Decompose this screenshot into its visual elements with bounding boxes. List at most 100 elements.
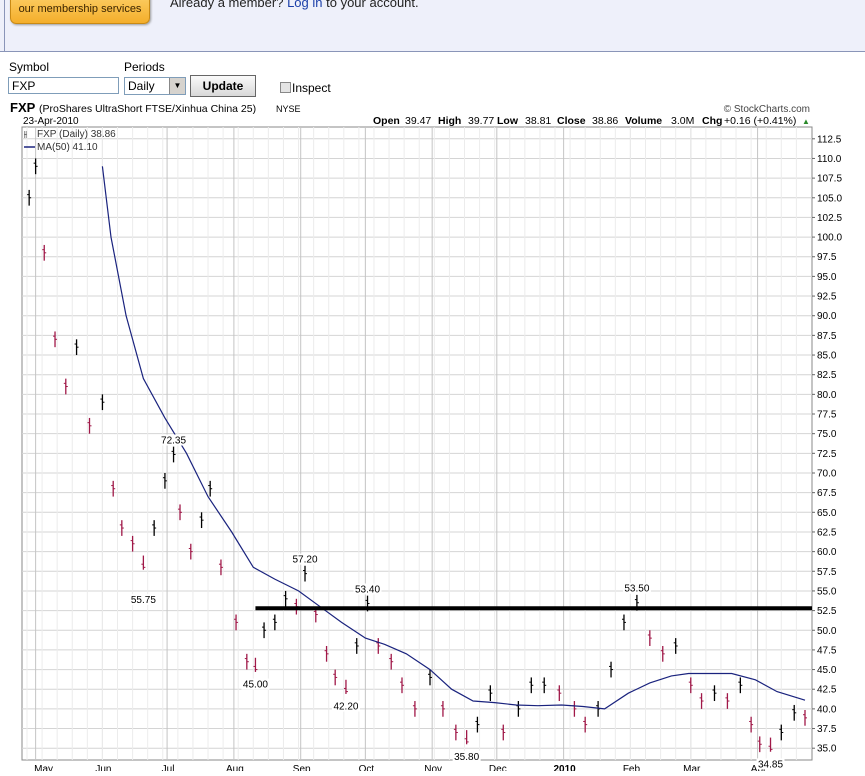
open-label: Open (373, 115, 400, 127)
annotation-bg (129, 594, 158, 606)
price-annotation: 57.20 (292, 555, 317, 566)
price-annotation: 45.00 (243, 680, 268, 691)
y-tick-label: 107.5 (817, 174, 842, 185)
x-tick-label: Mar (683, 764, 701, 771)
y-tick-label: 77.5 (817, 410, 837, 421)
y-tick-label: 100.0 (817, 233, 842, 244)
x-axis: May Jun Jul Aug Sep Oct Nov Dec 2010 Feb Mar Apr (34, 764, 767, 775)
y-tick-label: 47.5 (817, 645, 837, 656)
price-annotation: 35.80 (454, 752, 479, 763)
ma-legend: MA(50) 41.10 (37, 142, 98, 153)
y-tick-label: 82.5 (817, 370, 837, 381)
inspect-label: Inspect (292, 81, 331, 95)
stock-chart: FXP (ProShares UltraShort FTSE/Xinhua Ch… (0, 100, 865, 776)
x-tick-label: 2010 (554, 764, 577, 771)
ohlc-summary: Open 39.47 High 39.77 Low 38.81 Close 38… (373, 115, 810, 127)
y-tick-label: 40.0 (817, 704, 837, 715)
open-value: 39.47 (405, 115, 431, 127)
y-tick-label: 45.0 (817, 665, 837, 676)
y-tick-label: 85.0 (817, 351, 837, 362)
y-tick-label: 55.0 (817, 586, 837, 597)
dropdown-arrow-icon[interactable]: ▼ (169, 78, 185, 94)
login-link[interactable]: Log in (287, 0, 323, 10)
y-tick-label: 112.5 (817, 134, 842, 145)
chart-svg: FXP (ProShares UltraShort FTSE/Xinhua Ch… (10, 100, 842, 775)
y-tick-label: 72.5 (817, 449, 837, 460)
annotation-bg (331, 700, 360, 712)
y-tick-label: 95.0 (817, 272, 837, 283)
x-tick-label: Jul (162, 764, 175, 771)
x-tick-label: Sep (293, 764, 311, 771)
price-annotations: 72.35 55.75 57.20 45.00 53.40 42.20 35.80 53.50… (129, 434, 785, 770)
annotation-bg (756, 758, 785, 770)
update-button[interactable]: Update (190, 75, 256, 97)
price-annotation: 53.50 (624, 584, 649, 595)
up-arrow-icon: ▲ (802, 117, 810, 126)
low-label: Low (497, 115, 519, 127)
price-annotation: 55.75 (131, 595, 156, 606)
price-legend: FXP (Daily) 38.86 (37, 129, 116, 140)
x-tick-label: Apr (751, 764, 767, 771)
x-tick-label: Nov (424, 764, 442, 771)
y-tick-label: 50.0 (817, 626, 837, 637)
annotation-bg (622, 582, 651, 594)
volume-label: Volume (625, 115, 662, 127)
x-tick-label: Feb (623, 764, 641, 771)
banner-border (4, 0, 5, 52)
y-tick-label: 75.0 (817, 429, 837, 440)
periods-select[interactable]: Daily ▼ (124, 77, 186, 95)
close-label: Close (557, 115, 586, 127)
chg-value: +0.16 (+0.41%) (724, 115, 796, 127)
member-suffix: to your account. (326, 0, 419, 10)
annotation-bg (291, 553, 320, 565)
low-value: 38.81 (525, 115, 551, 127)
chart-legend: ⫲ FXP (Daily) 38.86 MA(50) 41.10 (24, 129, 116, 153)
annotation-bg (159, 434, 188, 446)
y-tick-label: 70.0 (817, 468, 837, 479)
y-tick-label: 102.5 (817, 213, 842, 224)
chart-symbol: FXP (10, 100, 36, 115)
y-tick-label: 57.5 (817, 567, 837, 578)
price-annotation: 53.40 (355, 585, 380, 596)
y-tick-label: 35.0 (817, 744, 837, 755)
symbol-input[interactable] (8, 77, 119, 94)
annotation-bg (241, 678, 270, 690)
x-tick-label: Jun (95, 764, 111, 771)
annotation-bg (452, 750, 481, 762)
y-tick-label: 62.5 (817, 527, 837, 538)
price-legend-icon: ⫲ (24, 129, 27, 139)
plot-area (21, 126, 813, 761)
x-tick-label: May (34, 764, 53, 771)
member-login-text: Already a member? Log in to your account… (170, 0, 419, 10)
membership-services-button[interactable]: our membership services (10, 0, 150, 24)
ma50-line (101, 166, 806, 710)
member-prefix: Already a member? (170, 0, 284, 10)
y-tick-label: 42.5 (817, 685, 837, 696)
price-annotation: 72.35 (161, 436, 186, 447)
y-tick-label: 67.5 (817, 488, 837, 499)
y-tick-label: 105.0 (817, 193, 842, 204)
x-tick-label: Dec (489, 764, 507, 771)
price-bars (27, 158, 807, 753)
stockcharts-credit: © StockCharts.com (724, 104, 810, 115)
high-label: High (438, 115, 461, 127)
inspect-checkbox[interactable] (280, 82, 291, 93)
grid (22, 127, 812, 760)
periods-label: Periods (124, 60, 165, 74)
y-tick-label: 65.0 (817, 508, 837, 519)
chart-security-name: (ProShares UltraShort FTSE/Xinhua China … (39, 103, 256, 115)
y-tick-label: 52.5 (817, 606, 837, 617)
banner-divider (0, 51, 865, 52)
high-value: 39.77 (468, 115, 494, 127)
y-tick-label: 80.0 (817, 390, 837, 401)
price-annotation: 34.85 (758, 759, 783, 770)
chart-date: 23-Apr-2010 (23, 116, 79, 127)
top-banner: our membership services Already a member… (0, 0, 865, 52)
periods-selected-value: Daily (128, 79, 155, 93)
symbol-label: Symbol (9, 60, 50, 74)
x-tick-label: Oct (359, 764, 375, 771)
price-annotation: 42.20 (333, 702, 358, 713)
y-tick-label: 37.5 (817, 724, 837, 735)
y-tick-label: 90.0 (817, 311, 837, 322)
y-tick-label: 92.5 (817, 292, 837, 303)
